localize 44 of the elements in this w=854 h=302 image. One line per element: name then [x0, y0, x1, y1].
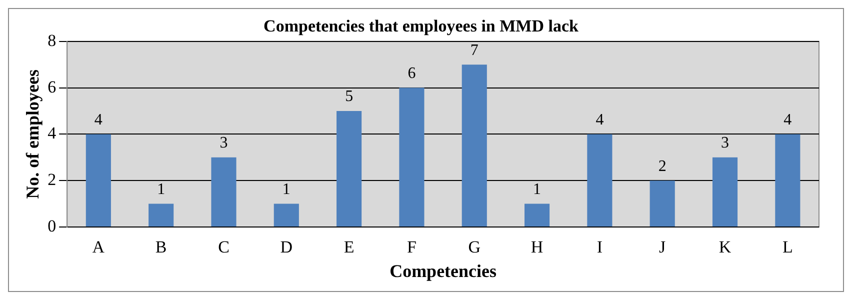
data-label: 4	[596, 111, 604, 128]
bar	[650, 180, 675, 226]
x-tick-label: E	[344, 238, 354, 257]
bar	[399, 88, 424, 226]
data-label: 4	[94, 111, 102, 128]
bar	[336, 111, 362, 226]
data-label: 2	[658, 158, 666, 175]
y-tick-label: 4	[48, 124, 57, 143]
y-tick-label: 2	[48, 170, 56, 190]
bar	[775, 134, 800, 226]
x-tick-label: A	[92, 238, 106, 257]
bar	[86, 134, 111, 226]
chart-title: Competencies that employees in MMD lack	[264, 16, 579, 36]
data-label: 5	[345, 88, 354, 106]
x-tick-label: C	[218, 238, 230, 257]
bar	[462, 64, 487, 226]
data-label: 4	[784, 111, 792, 128]
data-label: 1	[282, 181, 290, 198]
x-tick-label: B	[155, 238, 167, 257]
y-tick-label: 6	[48, 77, 56, 96]
x-tick-label: G	[468, 238, 481, 257]
x-tick-label: F	[406, 238, 416, 257]
y-tick-label: 8	[48, 30, 56, 50]
data-label: 3	[721, 134, 730, 152]
data-label: 1	[533, 181, 542, 198]
data-label: 6	[408, 65, 416, 82]
x-axis-title: Competencies	[390, 260, 497, 281]
bar	[274, 204, 299, 226]
bar	[211, 157, 236, 226]
bar	[148, 204, 174, 226]
data-label: 1	[157, 181, 166, 198]
bar	[587, 134, 612, 226]
data-label: 7	[470, 42, 478, 59]
x-tick-label: D	[280, 238, 293, 257]
x-tick-label: L	[782, 238, 793, 257]
x-tick-label: K	[718, 238, 732, 257]
y-axis-title: No. of employees	[22, 69, 42, 199]
x-tick-label: J	[659, 238, 666, 257]
data-label: 3	[220, 134, 228, 152]
x-tick-label: I	[596, 238, 603, 257]
x-tick-label: H	[530, 238, 544, 257]
bar	[524, 204, 550, 226]
bar	[712, 157, 738, 226]
y-tick-label: 0	[48, 216, 56, 236]
